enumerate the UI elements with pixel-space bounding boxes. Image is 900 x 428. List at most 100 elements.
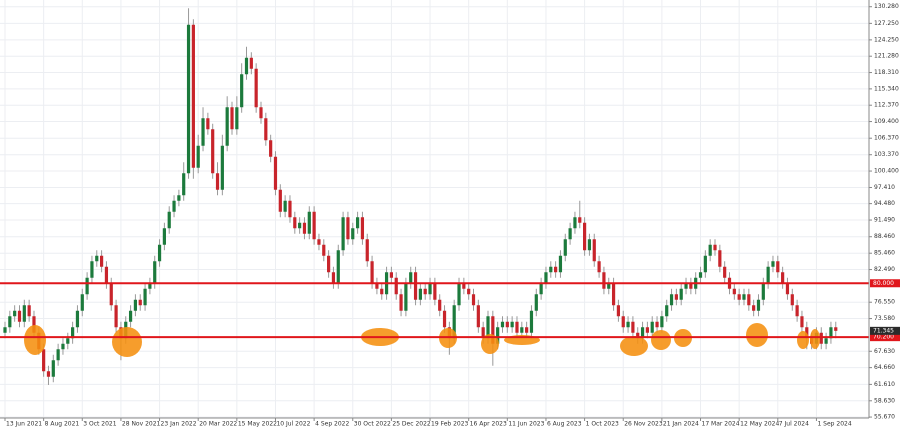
candle-body bbox=[713, 244, 717, 251]
x-tick-label: 17 Mar 2024 bbox=[702, 421, 740, 428]
candle-body bbox=[162, 228, 166, 245]
candle-body bbox=[554, 266, 558, 273]
candle-body bbox=[640, 327, 645, 339]
candle-body bbox=[182, 173, 186, 196]
candle-body bbox=[698, 272, 703, 278]
candle-body bbox=[283, 200, 287, 212]
candle-body bbox=[781, 272, 785, 284]
candle-body bbox=[298, 222, 302, 229]
candle-body bbox=[805, 327, 809, 339]
candle-body bbox=[418, 288, 422, 300]
candle-body bbox=[157, 244, 162, 262]
candle-body bbox=[761, 283, 765, 300]
candle-body bbox=[360, 217, 365, 240]
candle-body bbox=[56, 349, 60, 361]
candle-body bbox=[42, 349, 46, 372]
candle-body bbox=[539, 283, 543, 295]
candle-body bbox=[269, 140, 273, 157]
y-tick-label: 91.490 bbox=[874, 217, 895, 224]
candle-body bbox=[616, 305, 621, 317]
last-price-label: 71.345 bbox=[873, 327, 894, 334]
candle-body bbox=[322, 244, 326, 256]
candle-body bbox=[578, 217, 582, 223]
candle-body bbox=[496, 327, 500, 344]
candle-body bbox=[404, 283, 408, 311]
candle-body bbox=[795, 305, 799, 317]
candle-body bbox=[756, 299, 761, 311]
y-tick-label: 121.280 bbox=[874, 53, 899, 60]
y-tick-label: 94.480 bbox=[874, 200, 895, 207]
candle-body bbox=[636, 332, 640, 339]
candle-body bbox=[737, 294, 741, 300]
candle-body bbox=[148, 283, 152, 289]
candle-body bbox=[95, 255, 99, 262]
candle-body bbox=[573, 217, 577, 229]
candle-body bbox=[51, 360, 55, 377]
candle-body bbox=[669, 294, 674, 306]
candle-body bbox=[186, 24, 191, 174]
candle-body bbox=[336, 250, 340, 284]
candle-body bbox=[679, 288, 683, 300]
candle-body bbox=[293, 217, 297, 229]
candle-body bbox=[27, 305, 31, 317]
level-label: 80.000 bbox=[873, 280, 894, 287]
highlight bbox=[481, 334, 499, 354]
overlay bbox=[0, 282, 869, 339]
candle-body bbox=[220, 145, 224, 190]
candle-body bbox=[583, 222, 587, 251]
candle-body bbox=[133, 299, 138, 311]
candle-body bbox=[785, 283, 790, 295]
last-price-tag bbox=[870, 326, 900, 335]
candle-body bbox=[394, 277, 398, 295]
candle-body bbox=[46, 371, 51, 377]
candle-body bbox=[520, 327, 524, 333]
y-tick-label: 124.250 bbox=[874, 36, 899, 43]
highlight bbox=[810, 329, 820, 349]
candle-body bbox=[423, 288, 427, 295]
candle-body bbox=[244, 57, 249, 75]
candle-body bbox=[790, 294, 794, 306]
candle-body bbox=[196, 145, 200, 168]
x-tick-label: 1 Sep 2024 bbox=[817, 421, 851, 428]
candle-body bbox=[587, 239, 592, 251]
candle-body bbox=[409, 272, 413, 284]
y-tick-label: 61.610 bbox=[874, 381, 895, 388]
candle-body bbox=[249, 57, 253, 69]
candle-body bbox=[375, 283, 379, 289]
candle-body bbox=[254, 68, 258, 108]
candle-body bbox=[211, 129, 215, 174]
x-tick-label: 12 May 2024 bbox=[740, 421, 779, 428]
candle-body bbox=[346, 217, 350, 240]
candle-body bbox=[457, 283, 461, 306]
candle-body bbox=[732, 288, 736, 295]
candle-body bbox=[331, 272, 336, 284]
candle-body bbox=[341, 217, 345, 251]
candle-body bbox=[167, 211, 171, 229]
grid bbox=[0, 0, 869, 418]
candle-body bbox=[703, 255, 707, 273]
candle-body bbox=[655, 321, 659, 328]
y-tick-label: 85.460 bbox=[874, 250, 895, 257]
candle-body bbox=[752, 305, 756, 311]
candle-body bbox=[399, 294, 403, 311]
candle-body bbox=[834, 327, 838, 331]
x-tick-label: 6 Aug 2023 bbox=[547, 421, 582, 428]
candle-body bbox=[438, 299, 442, 311]
candles bbox=[3, 8, 838, 385]
candle-body bbox=[631, 321, 635, 333]
candle-body bbox=[191, 24, 195, 168]
candle-body bbox=[128, 310, 133, 322]
candle-body bbox=[32, 316, 36, 333]
y-tick-label: 58.630 bbox=[874, 397, 895, 404]
x-tick-label: 15 May 2022 bbox=[238, 421, 277, 428]
candle-body bbox=[66, 338, 70, 344]
candle-body bbox=[240, 74, 244, 108]
highlight bbox=[24, 325, 46, 355]
candle-body bbox=[75, 310, 80, 328]
candle-body bbox=[476, 305, 480, 328]
y-tick-label: 100.400 bbox=[874, 168, 899, 175]
x-tick-label: 10 Jul 2022 bbox=[276, 421, 310, 428]
candle-body bbox=[370, 261, 374, 284]
y-tick-label: 109.400 bbox=[874, 118, 899, 125]
candle-body bbox=[312, 211, 316, 240]
